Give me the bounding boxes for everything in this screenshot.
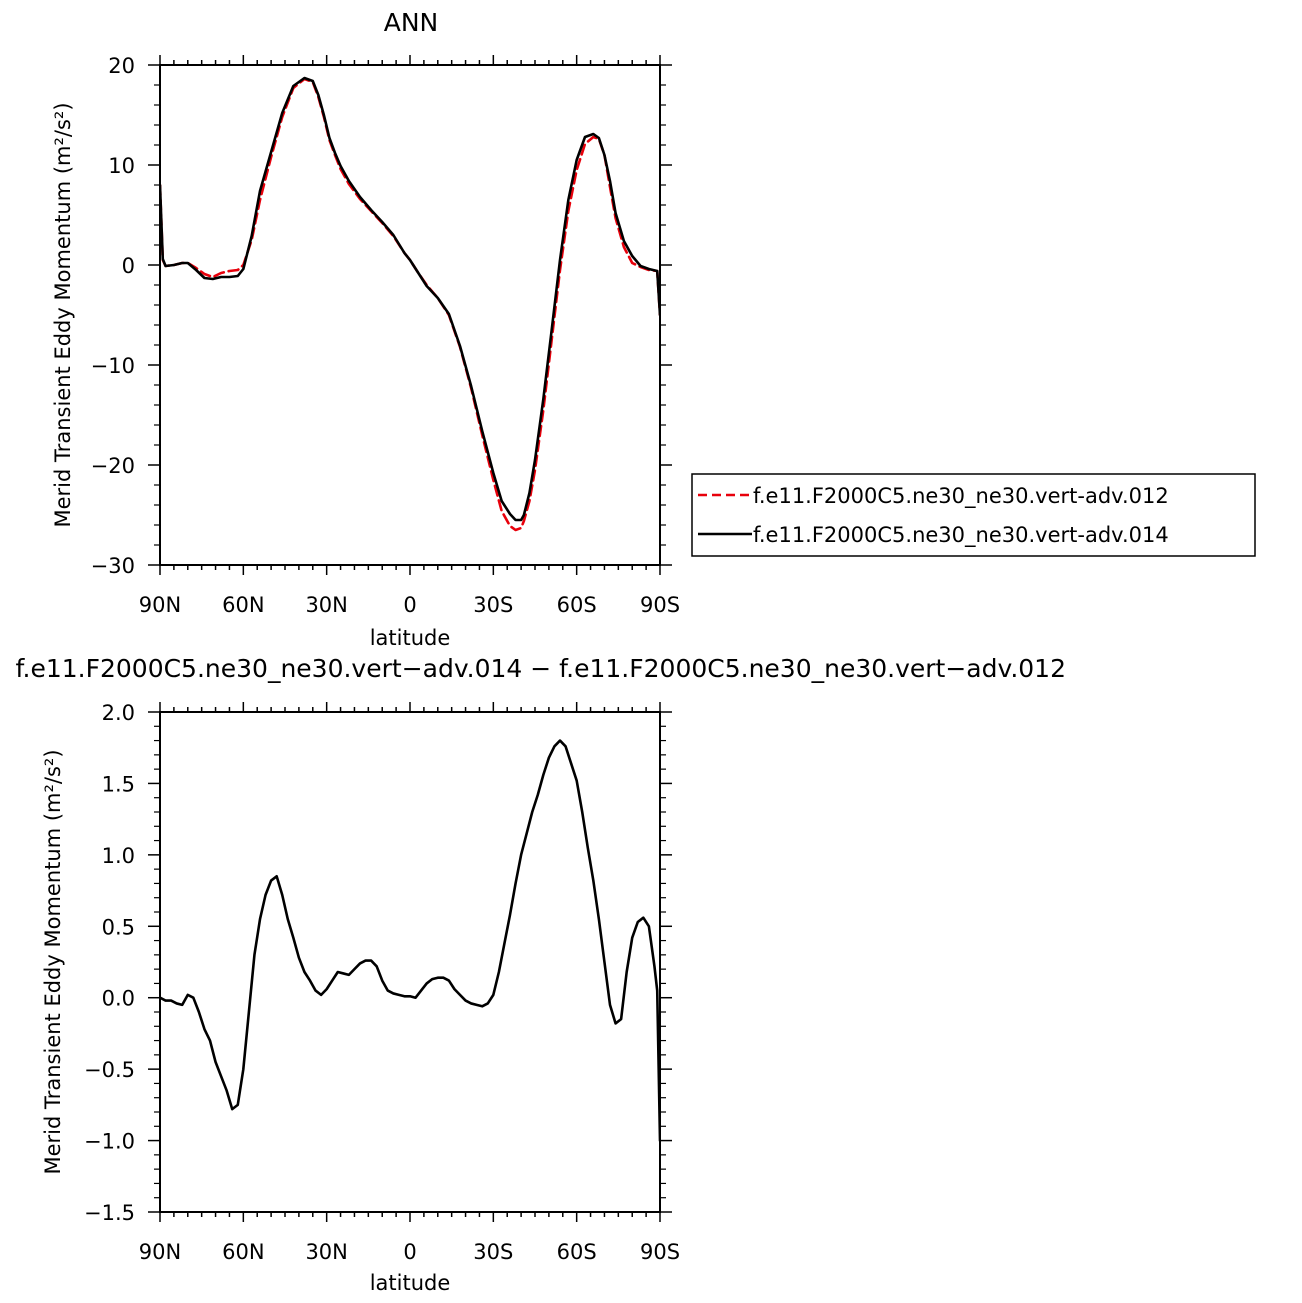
- bottom-y-tick-label: −1.0: [84, 1130, 135, 1154]
- top-y-tick-label: 10: [108, 154, 135, 178]
- bottom-x-tick-label: 60N: [222, 1240, 264, 1264]
- top-y-tick-label: −30: [91, 554, 135, 578]
- bottom-y-tick-label: 0.0: [102, 987, 135, 1011]
- top-x-tick-label: 90N: [139, 593, 181, 617]
- top-x-tick-label: 90S: [640, 593, 680, 617]
- top-y-tick-label: 20: [108, 54, 135, 78]
- top-chart-title: ANN: [384, 8, 439, 37]
- top-x-axis-label: latitude: [370, 626, 451, 650]
- top-x-tick-label: 60N: [222, 593, 264, 617]
- bottom-y-tick-label: 0.5: [102, 915, 135, 939]
- top-y-axis-label: Merid Transient Eddy Momentum (m²/s²): [51, 102, 75, 527]
- top-y-tick-label: 0: [122, 254, 135, 278]
- bottom-y-tick-label: −0.5: [84, 1058, 135, 1082]
- bottom-series-group: [160, 739, 660, 1142]
- bottom-tick-labels: 90N 60N 30N 0 30S 60S 90S −1.5 −1.0 −0.5 0.0 0.5 1.0…: [84, 701, 680, 1264]
- top-series-group: [160, 76, 660, 532]
- bottom-x-tick-label: 90N: [139, 1240, 181, 1264]
- bottom-panel: f.e11.F2000C5.ne30_ne30.vert−adv.014 − f…: [16, 654, 1066, 1295]
- legend-label-012: f.e11.F2000C5.ne30_ne30.vert-adv.012: [753, 484, 1169, 509]
- top-tick-labels: 90N 60N 30N 0 30S 60S 90S −30 −20 −10 0 10 20: [91, 54, 680, 617]
- top-x-tick-label: 0: [403, 593, 416, 617]
- legend-box: [691, 473, 1256, 557]
- top-panel: ANN 90N 60N 30N 0 30S 60S 90S −30 −20 −10 0 10 20 la…: [51, 8, 680, 650]
- bottom-x-axis-label: latitude: [370, 1271, 451, 1295]
- bottom-y-tick-label: 1.0: [102, 844, 135, 868]
- top-series-line-1: [160, 77, 660, 532]
- legend-label-014: f.e11.F2000C5.ne30_ne30.vert-adv.014: [753, 523, 1169, 548]
- bottom-x-tick-label: 60S: [557, 1240, 597, 1264]
- bottom-x-tick-label: 90S: [640, 1240, 680, 1264]
- bottom-plot-frame: [159, 711, 661, 1213]
- bottom-axis-ticks: [148, 702, 672, 1222]
- top-series-line-2: [160, 76, 660, 522]
- top-y-tick-label: −20: [91, 454, 135, 478]
- top-x-tick-label: 30S: [473, 593, 513, 617]
- legend: f.e11.F2000C5.ne30_ne30.vert-adv.012 f.e…: [691, 473, 1256, 557]
- bottom-x-tick-label: 0: [403, 1240, 416, 1264]
- bottom-x-tick-label: 30N: [305, 1240, 347, 1264]
- bottom-chart-title: f.e11.F2000C5.ne30_ne30.vert−adv.014 − f…: [16, 654, 1066, 683]
- top-x-tick-label: 30N: [305, 593, 347, 617]
- top-plot-frame: [159, 64, 661, 566]
- top-x-tick-label: 60S: [557, 593, 597, 617]
- bottom-y-axis-label: Merid Transient Eddy Momentum (m²/s²): [41, 749, 65, 1174]
- bottom-y-tick-label: 1.5: [102, 772, 135, 796]
- bottom-x-tick-label: 30S: [473, 1240, 513, 1264]
- top-y-tick-label: −10: [91, 354, 135, 378]
- bottom-y-tick-label: 2.0: [102, 701, 135, 725]
- bottom-series-line-1: [160, 739, 660, 1142]
- bottom-y-tick-label: −1.5: [84, 1201, 135, 1225]
